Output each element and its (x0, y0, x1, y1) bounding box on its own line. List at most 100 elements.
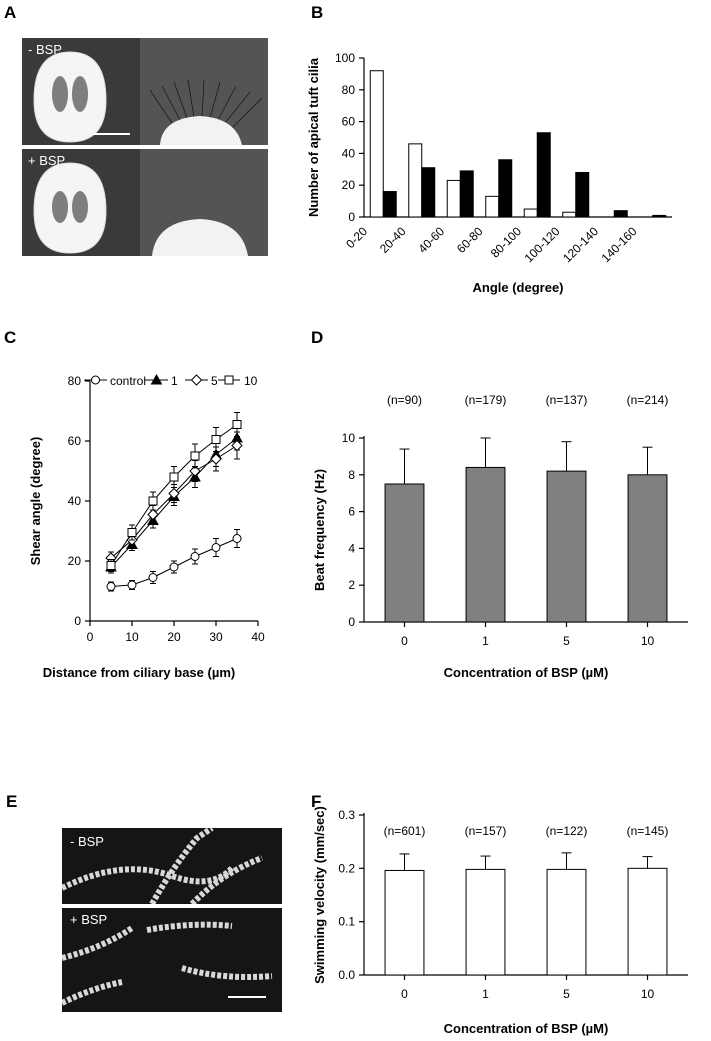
c-data-point (106, 561, 116, 570)
f-x-tick-label: 10 (641, 987, 655, 1001)
b-bar (536, 132, 551, 218)
b-bar (613, 210, 628, 218)
c-legend-label: 1 (171, 374, 178, 388)
f-bar (627, 867, 668, 976)
d-n-label: (n=137) (546, 393, 588, 407)
b-bar (523, 208, 538, 218)
c-data-point (211, 543, 221, 552)
b-x-tick-label: 100-120 (522, 224, 563, 265)
d-x-tick-label: 5 (563, 634, 570, 648)
panel-label-d: D (311, 328, 324, 347)
b-y-tick-label: 20 (342, 178, 356, 192)
f-y-tick-label: 0.3 (338, 808, 355, 822)
c-data-point (231, 439, 243, 452)
c-data-point (148, 573, 158, 582)
panel-label-c: C (4, 328, 17, 347)
f-x-tick-label: 0 (401, 987, 408, 1001)
d-x-tick-label: 10 (641, 634, 655, 648)
f-n-label: (n=145) (627, 824, 669, 838)
micrograph-e-top: - BSP (62, 828, 282, 904)
f-bar (384, 869, 425, 976)
panel-label-f: F (311, 792, 322, 811)
c-legend-label: 5 (211, 374, 218, 388)
c-data-point (127, 580, 137, 590)
d-n-label: (n=90) (387, 393, 422, 407)
b-bar (652, 214, 667, 218)
f-y-tick-label: 0.1 (338, 915, 355, 929)
b-bar (446, 179, 461, 218)
b-bar (485, 195, 500, 218)
b-x-tick-label: 140-160 (599, 224, 640, 265)
d-y-axis-label: Beat frequency (Hz) (312, 469, 327, 591)
b-y-tick-label: 80 (342, 83, 356, 97)
d-bar (627, 474, 668, 623)
c-legend-marker (190, 374, 203, 386)
f-x-axis-label: Concentration of BSP (µM) (444, 1021, 609, 1036)
c-data-point (127, 528, 137, 537)
f-n-label: (n=122) (546, 824, 588, 838)
panel-label-b: B (311, 3, 324, 22)
d-y-tick-label: 4 (348, 541, 355, 555)
micrograph-e-bottom-label: + BSP (70, 912, 108, 927)
c-legend-label: 10 (244, 374, 258, 388)
c-data-point (232, 420, 242, 429)
sperm-image-e-top (62, 828, 264, 904)
micrograph-a-top: - BSP (22, 38, 268, 145)
d-y-tick-label: 8 (348, 468, 355, 482)
b-bar (562, 211, 577, 218)
d-x-tick-label: 1 (482, 634, 489, 648)
panel-label-e: E (6, 792, 18, 811)
c-legend-marker (91, 375, 100, 385)
d-y-tick-label: 2 (348, 578, 355, 592)
c-x-tick-label: 0 (87, 630, 94, 644)
c-data-point (147, 508, 159, 521)
d-bar (465, 466, 506, 623)
b-x-tick-label: 20-40 (377, 224, 409, 256)
b-y-axis-label: Number of apical tuft cilia (306, 57, 321, 217)
micrograph-e-top-label: - BSP (70, 834, 104, 849)
c-x-tick-label: 10 (125, 630, 139, 644)
b-bar (459, 170, 474, 218)
c-y-axis-label: Shear angle (degree) (28, 437, 43, 566)
micrograph-a-top-label: - BSP (28, 42, 62, 57)
d-bar (546, 470, 587, 623)
b-bar (498, 159, 513, 218)
c-y-tick-label: 0 (74, 614, 81, 628)
c-data-point (106, 582, 116, 591)
c-legend-label: control (110, 374, 146, 388)
c-x-tick-label: 30 (209, 630, 223, 644)
f-n-label: (n=157) (465, 824, 507, 838)
d-x-axis-label: Concentration of BSP (µM) (444, 665, 609, 680)
b-y-tick-label: 100 (335, 51, 355, 65)
b-y-tick-label: 0 (348, 210, 355, 224)
embryo-image-a-bottom (33, 149, 268, 256)
d-n-label: (n=214) (627, 393, 669, 407)
d-y-tick-label: 10 (342, 431, 356, 445)
b-x-axis-label: Angle (degree) (472, 280, 563, 295)
b-y-tick-label: 60 (342, 115, 356, 129)
b-x-tick-label: 120-140 (560, 224, 601, 265)
c-data-point (211, 435, 221, 444)
f-y-axis-label: Swimming velocity (mm/sec) (312, 806, 327, 984)
c-data-point (210, 453, 222, 465)
b-bar (408, 143, 423, 218)
c-data-point (169, 472, 179, 482)
c-y-tick-label: 20 (68, 554, 82, 568)
c-legend-marker (224, 375, 234, 385)
c-data-point (169, 562, 179, 572)
micrograph-e-bottom: + BSP (62, 908, 282, 1012)
panel-label-a: A (4, 3, 17, 22)
c-x-axis-label: Distance from ciliary base (µm) (43, 665, 235, 680)
d-bar (384, 483, 425, 623)
c-data-point (190, 451, 200, 461)
c-data-point (168, 487, 180, 500)
embryo-image-a-top (33, 38, 268, 145)
b-bar (382, 191, 397, 218)
f-x-tick-label: 1 (482, 987, 489, 1001)
b-x-tick-label: 60-80 (454, 224, 486, 256)
f-x-tick-label: 5 (563, 987, 570, 1001)
b-y-tick-label: 40 (342, 146, 356, 160)
c-x-tick-label: 20 (167, 630, 181, 644)
f-y-tick-label: 0.2 (338, 861, 355, 875)
